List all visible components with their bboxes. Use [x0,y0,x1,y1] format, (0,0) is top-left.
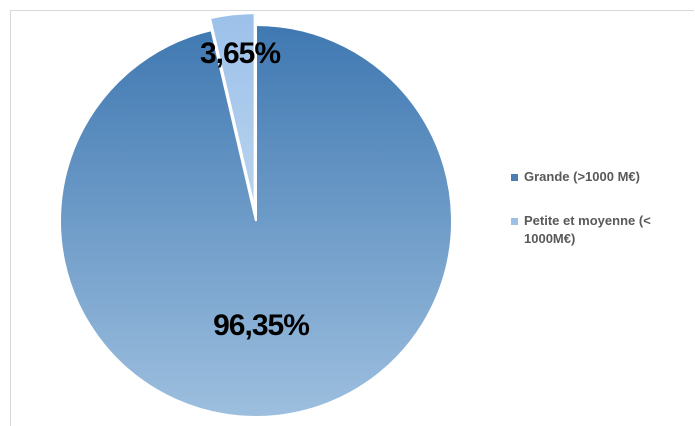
legend-item-large: Grande (>1000 M€) [511,168,691,186]
data-label-large: 96,35% [213,309,309,342]
legend: Grande (>1000 M€) Petite et moyenne (< 1… [511,168,691,274]
legend-label-small: Petite et moyenne (< 1000M€) [524,213,651,246]
data-label-small: 3,65% [200,37,280,70]
pie-slice-large [59,23,453,418]
legend-swatch-small [511,218,518,225]
legend-item-small: Petite et moyenne (< 1000M€) [511,212,691,248]
legend-label-large: Grande (>1000 M€) [524,169,640,184]
pie-slice-small [208,12,256,210]
legend-swatch-large [511,174,518,181]
